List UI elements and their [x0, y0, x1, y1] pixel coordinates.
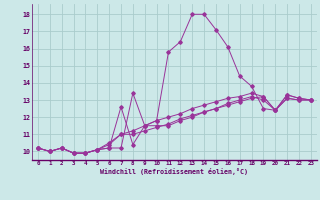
- X-axis label: Windchill (Refroidissement éolien,°C): Windchill (Refroidissement éolien,°C): [100, 168, 248, 175]
